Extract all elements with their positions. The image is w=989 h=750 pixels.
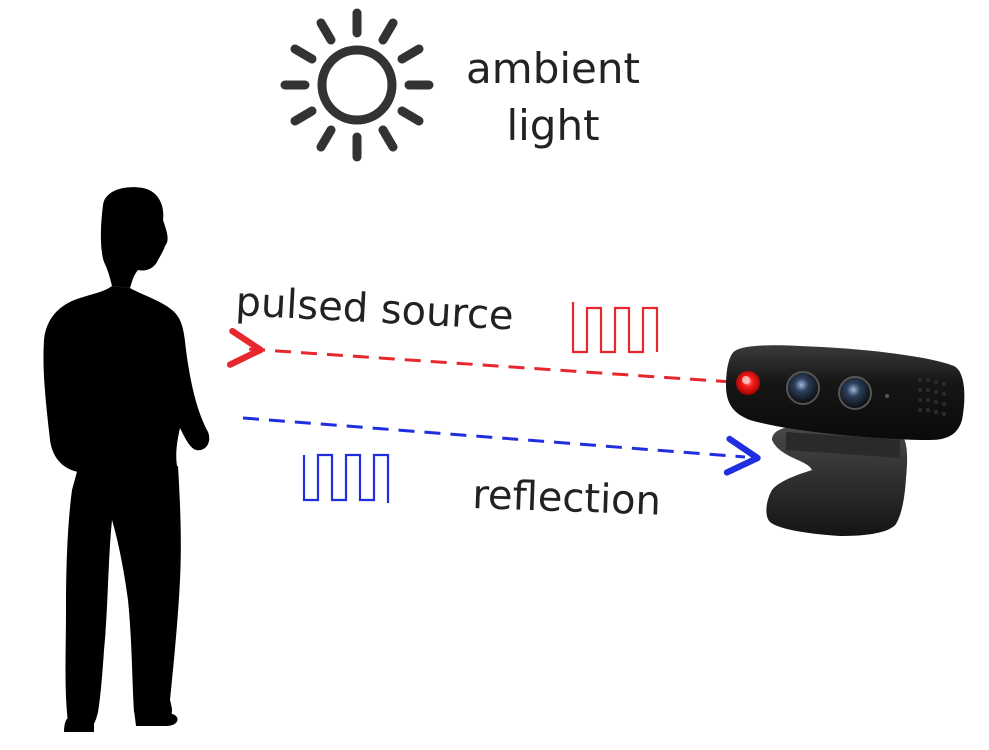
reflection-label: reflection [472,472,662,525]
ambient-light-label-line1: ambient [466,44,640,93]
source-pulse-wave [571,302,659,354]
source-arrow [226,327,733,384]
camera-lens-2 [839,377,871,409]
sun-icon [280,8,434,162]
reflection-pulse-wave [302,453,390,503]
camera-lens-1 [787,372,819,404]
pulsed-source-label: pulsed source [234,279,514,339]
ambient-light-label-line2: light [506,101,599,150]
reflection-arrow [242,416,761,476]
person-silhouette [43,187,210,732]
depth-camera [726,345,965,536]
